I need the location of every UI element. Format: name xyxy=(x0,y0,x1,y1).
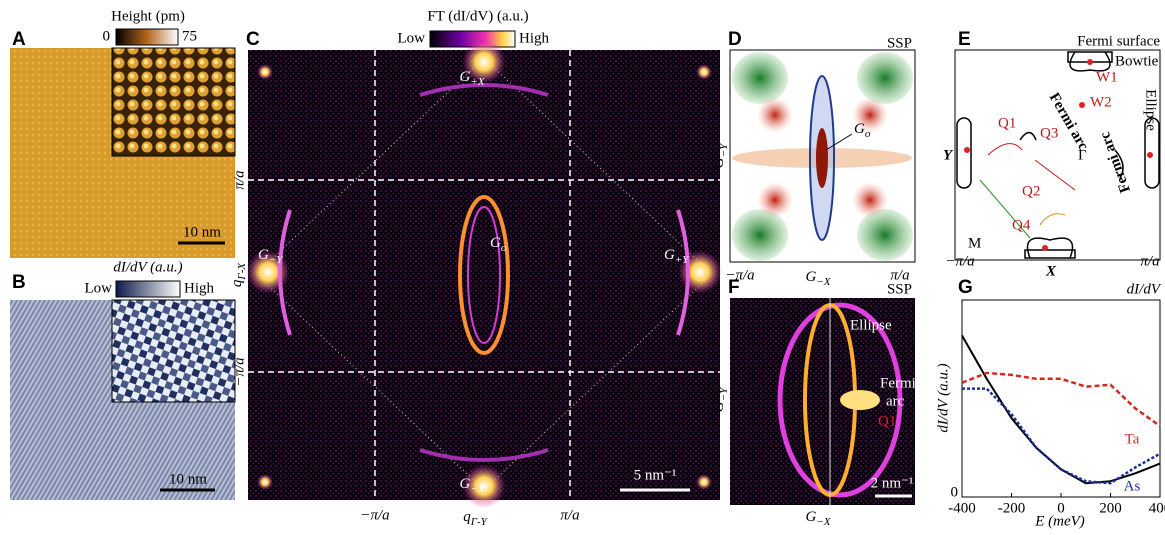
page: A Height (pm) 0 75 10 nm B dI/dV (a.u.) … xyxy=(0,0,1165,535)
x-tick-label: π/a xyxy=(560,507,579,523)
x-tick-label: −π/a xyxy=(945,253,974,269)
arc-feature xyxy=(840,390,880,410)
colorbar xyxy=(116,29,178,45)
symmetry-label: M xyxy=(968,235,981,251)
series-label: Ta xyxy=(1125,431,1140,447)
series-line xyxy=(962,373,1160,426)
scale-label: 2 nm⁻¹ xyxy=(871,475,914,491)
ft-image xyxy=(248,50,720,500)
scale-label: 5 nm⁻¹ xyxy=(634,467,677,483)
vector-label: Q1 xyxy=(998,115,1016,131)
brillouin-zone xyxy=(955,50,1160,260)
panel-f: F SSP Ellipse Fermi arc Q1 2 nm⁻¹ G−Y G−… xyxy=(711,277,915,528)
x-tick-label: −π/a xyxy=(360,507,389,523)
colorbar-max: 75 xyxy=(182,28,197,44)
point-label: W1 xyxy=(1096,69,1118,85)
figure: A Height (pm) 0 75 10 nm B dI/dV (a.u.) … xyxy=(0,0,1165,530)
y-tick-label: π/a xyxy=(231,170,247,189)
y-tick-label: −π/a xyxy=(231,357,247,386)
feature-label: arc xyxy=(886,393,905,409)
x-tick-label: 400 xyxy=(1149,500,1165,516)
colorbar-title: FT (dI/dV) (a.u.) xyxy=(427,8,528,24)
symmetry-label: Y xyxy=(943,147,954,163)
scale-label: 10 nm xyxy=(169,471,207,487)
pocket-label: Ellipse xyxy=(1143,89,1159,131)
colorbar xyxy=(116,281,180,297)
tag: SSP xyxy=(887,281,912,297)
symmetry-label: Γ xyxy=(1078,147,1087,163)
inset-image xyxy=(112,300,235,402)
x-axis-label: G−X xyxy=(806,509,832,527)
x-tick-label: -200 xyxy=(998,500,1026,516)
y-axis-label: dI/dV (a.u.) xyxy=(935,363,951,432)
colorbar-title: Height (pm) xyxy=(111,8,185,24)
vector-label: Q4 xyxy=(1012,217,1031,233)
pocket-label: Bowtie xyxy=(1115,53,1159,69)
y-axis-label: qΓ-X xyxy=(229,262,247,287)
vector-label: Q1 xyxy=(878,413,896,429)
panel-d: D SSP Go G−Y −π/a π/a G−X xyxy=(711,29,915,288)
x-tick-label: -400 xyxy=(948,500,976,516)
colorbar-low: Low xyxy=(398,30,426,46)
x-tick-label: π/a xyxy=(1140,253,1159,269)
colorbar-min: 0 xyxy=(103,28,111,44)
panel-label: E xyxy=(958,29,971,50)
panel-e: E Fermi surface Bowtie Ellipse Fermi arc… xyxy=(943,29,1160,279)
series-label: As xyxy=(1124,478,1141,494)
scale-label: 10 nm xyxy=(183,224,221,240)
panel-title: Fermi surface xyxy=(1077,33,1160,49)
panel-b: B dI/dV (a.u.) Low High 10 nm xyxy=(10,259,235,500)
chart-title: dI/dV xyxy=(1127,281,1162,297)
x-axis-label: G−X xyxy=(806,269,832,287)
tag: SSP xyxy=(887,35,912,51)
vector-label: Q2 xyxy=(1022,183,1040,199)
inset-image xyxy=(112,48,235,156)
panel-a: A Height (pm) 0 75 10 nm xyxy=(10,8,235,258)
panel-label: A xyxy=(12,29,26,50)
x-tick-label: 0 xyxy=(1057,500,1065,516)
vector-label: Q3 xyxy=(1040,125,1058,141)
panel-label: F xyxy=(728,277,740,298)
symmetry-label: X xyxy=(1045,263,1057,279)
feature-label: Fermi xyxy=(880,375,916,391)
series-line xyxy=(962,335,1160,483)
panel-label: G xyxy=(958,277,973,298)
center-feature xyxy=(816,128,828,188)
point-label: W2 xyxy=(1090,94,1112,110)
panel-label: C xyxy=(246,29,260,50)
colorbar-high: High xyxy=(184,280,215,296)
feature-label: Ellipse xyxy=(850,317,892,333)
x-axis-label: qΓ-Y xyxy=(463,509,488,527)
plot-frame xyxy=(962,300,1160,497)
x-tick-label: 200 xyxy=(1099,500,1122,516)
colorbar-title: dI/dV (a.u.) xyxy=(113,259,182,275)
panel-label: D xyxy=(728,29,742,50)
y-tick-label: 0 xyxy=(951,484,959,500)
panel-label: B xyxy=(12,272,26,293)
panel-c: C FT (dI/dV) (a.u.) Low High G+X G−X G−Y… xyxy=(229,8,722,527)
colorbar-low: Low xyxy=(85,280,113,296)
colorbar-high: High xyxy=(519,30,550,46)
